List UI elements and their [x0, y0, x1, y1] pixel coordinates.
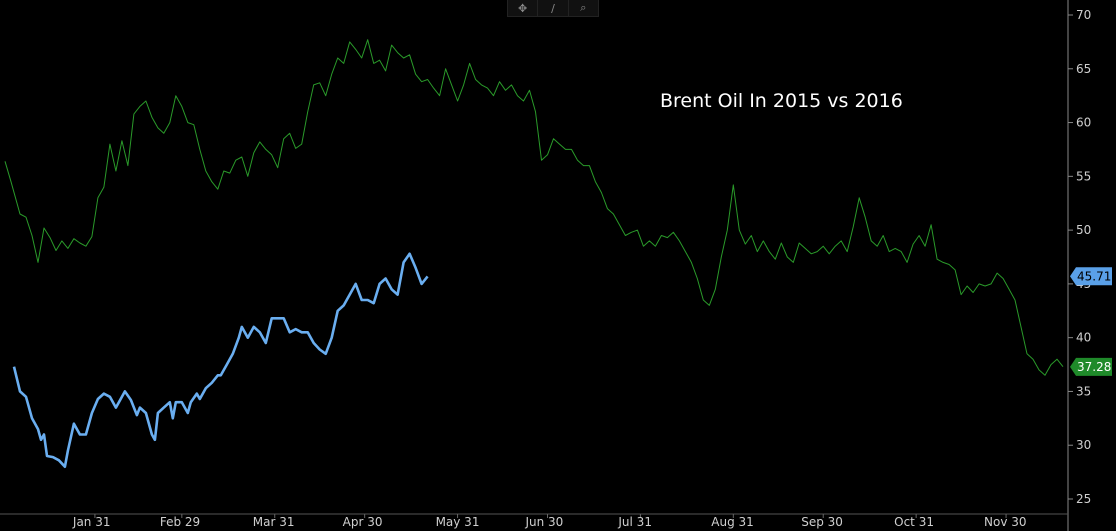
last-value-badge-2015: 37.28	[1070, 357, 1112, 376]
x-tick-label: Jun 30	[524, 515, 563, 529]
y-tick-label: 70	[1076, 8, 1091, 22]
plot-area	[4, 39, 1064, 469]
y-axis: 25303540455055606570	[1068, 8, 1091, 506]
x-tick-label: Mar 31	[253, 515, 295, 529]
zoom-icon[interactable]: ⌕	[580, 1, 587, 14]
x-tick-label: Sep 30	[801, 515, 843, 529]
x-axis: Jan 31 Feb 29 Mar 31 Apr 30 May 31 Jun 30 Jul …	[72, 514, 1027, 529]
x-tick-label: Jul 31	[617, 515, 652, 529]
y-tick-label: 65	[1076, 62, 1091, 76]
y-tick-label: 60	[1076, 116, 1091, 130]
x-tick-label: Jan 31	[72, 515, 111, 529]
x-tick-label: Aug 31	[711, 515, 754, 529]
x-tick-label: Feb 29	[160, 515, 200, 529]
badge-value: 37.28	[1077, 360, 1111, 374]
y-tick-label: 50	[1076, 223, 1091, 237]
draw-line-icon[interactable]: ∕	[538, 0, 569, 16]
last-value-badges: 37.28 45.71	[1070, 267, 1112, 376]
y-tick-label: 30	[1076, 438, 1091, 452]
x-tick-label: Oct 31	[894, 515, 934, 529]
last-value-badge-2016: 45.71	[1070, 267, 1112, 286]
y-tick-label: 55	[1076, 169, 1091, 183]
y-tick-label: 40	[1076, 331, 1091, 345]
chart-title: Brent Oil In 2015 vs 2016	[660, 90, 903, 112]
y-tick-label: 25	[1076, 492, 1091, 506]
chart-toolbar: ✥ ∕ ⌕	[507, 0, 599, 17]
x-tick-label: Nov 30	[984, 515, 1027, 529]
crosshair-icon[interactable]: ✥	[508, 0, 539, 16]
y-tick-label: 35	[1076, 384, 1091, 398]
series-line-2015	[4, 39, 1064, 376]
series-line-2016	[12, 252, 429, 469]
x-tick-label: Apr 30	[343, 515, 383, 529]
badge-value: 45.71	[1077, 269, 1111, 283]
badge-shape	[1070, 357, 1112, 376]
x-tick-label: May 31	[436, 515, 480, 529]
badge-shape	[1070, 267, 1112, 286]
